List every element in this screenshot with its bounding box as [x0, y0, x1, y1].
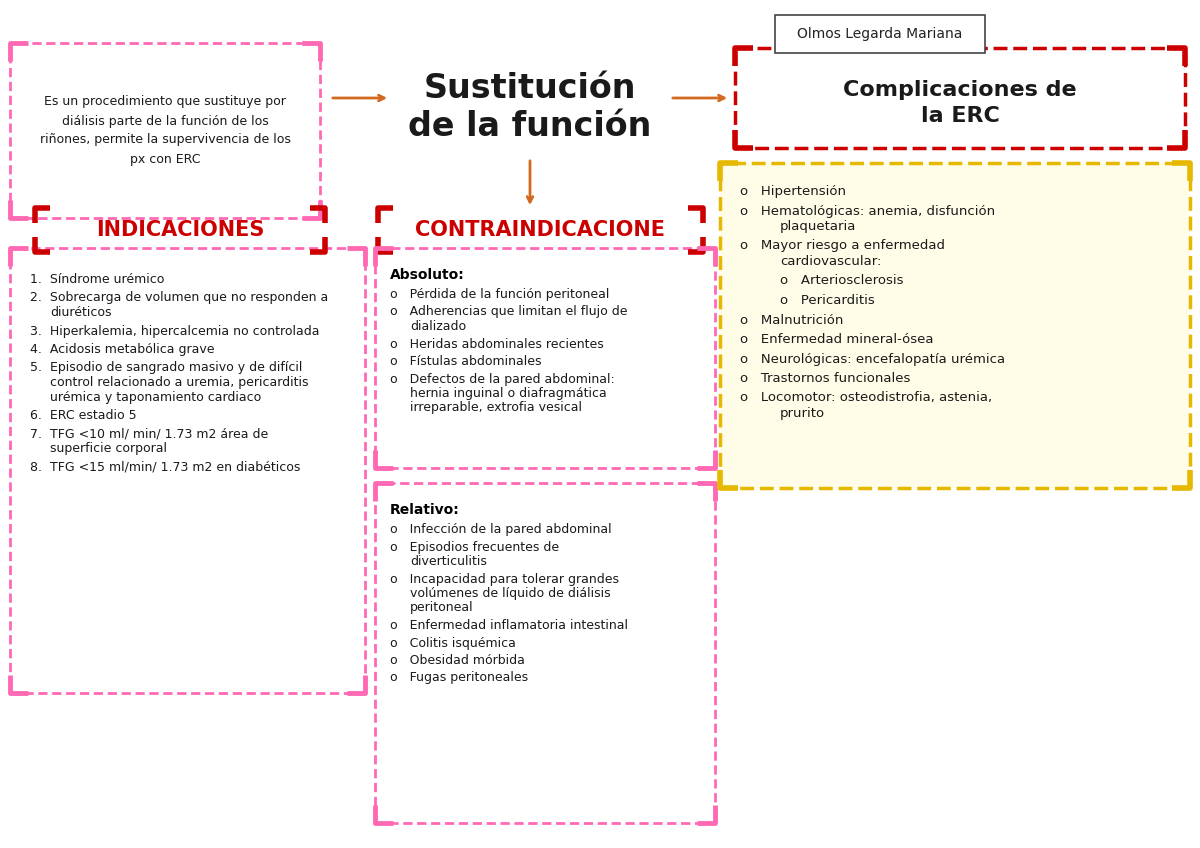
Text: o   Obesidad mórbida: o Obesidad mórbida: [390, 654, 524, 667]
Text: o   Incapacidad para tolerar grandes: o Incapacidad para tolerar grandes: [390, 572, 619, 585]
Text: control relacionado a uremia, pericarditis: control relacionado a uremia, pericardit…: [50, 376, 308, 389]
Text: la ERC: la ERC: [920, 106, 1000, 126]
Text: o   Arteriosclerosis: o Arteriosclerosis: [780, 275, 904, 287]
Text: Absoluto:: Absoluto:: [390, 268, 464, 282]
Text: plaquetaria: plaquetaria: [780, 220, 857, 233]
Text: INDICACIONES: INDICACIONES: [96, 220, 264, 240]
Text: 4.  Acidosis metabólica grave: 4. Acidosis metabólica grave: [30, 343, 215, 356]
Bar: [775, 15, 985, 53]
Text: o   Hematológicas: anemia, disfunción: o Hematológicas: anemia, disfunción: [740, 204, 995, 217]
Text: prurito: prurito: [780, 407, 826, 420]
Text: volúmenes de líquido de diálisis: volúmenes de líquido de diálisis: [410, 587, 611, 600]
Text: 8.  TFG <15 ml/min/ 1.73 m2 en diabéticos: 8. TFG <15 ml/min/ 1.73 m2 en diabéticos: [30, 460, 300, 473]
Text: superficie corporal: superficie corporal: [50, 442, 167, 455]
Text: peritoneal: peritoneal: [410, 601, 474, 615]
Text: o   Pericarditis: o Pericarditis: [780, 294, 875, 307]
Text: o   Trastornos funcionales: o Trastornos funcionales: [740, 372, 911, 385]
Text: o   Heridas abdominales recientes: o Heridas abdominales recientes: [390, 338, 604, 350]
Text: Complicaciones de: Complicaciones de: [844, 80, 1076, 100]
Text: CONTRAINDICACIONE: CONTRAINDICACIONE: [415, 220, 665, 240]
Text: o   Colitis isquémica: o Colitis isquémica: [390, 637, 516, 650]
Text: diuréticos: diuréticos: [50, 306, 112, 319]
Text: irreparable, extrofia vesical: irreparable, extrofia vesical: [410, 401, 582, 415]
Text: o   Locomotor: osteodistrofia, astenia,: o Locomotor: osteodistrofia, astenia,: [740, 392, 992, 404]
Text: o   Enfermedad mineral-ósea: o Enfermedad mineral-ósea: [740, 333, 934, 346]
Text: o   Episodios frecuentes de: o Episodios frecuentes de: [390, 540, 559, 554]
Text: 2.  Sobrecarga de volumen que no responden a: 2. Sobrecarga de volumen que no responde…: [30, 292, 329, 304]
Text: diverticulitis: diverticulitis: [410, 555, 487, 568]
Text: cardiovascular:: cardiovascular:: [780, 255, 881, 268]
Text: o   Pérdida de la función peritoneal: o Pérdida de la función peritoneal: [390, 288, 610, 301]
Text: hernia inguinal o diafragmática: hernia inguinal o diafragmática: [410, 387, 607, 400]
Text: o   Fístulas abdominales: o Fístulas abdominales: [390, 355, 541, 368]
Text: o   Enfermedad inflamatoria intestinal: o Enfermedad inflamatoria intestinal: [390, 619, 628, 632]
Text: Relativo:: Relativo:: [390, 503, 460, 517]
Text: dializado: dializado: [410, 320, 466, 333]
Text: o   Adherencias que limitan el flujo de: o Adherencias que limitan el flujo de: [390, 305, 628, 319]
Text: 6.  ERC estadio 5: 6. ERC estadio 5: [30, 409, 137, 422]
Text: Olmos Legarda Mariana: Olmos Legarda Mariana: [797, 27, 962, 41]
Text: 5.  Episodio de sangrado masivo y de difícil: 5. Episodio de sangrado masivo y de difí…: [30, 361, 302, 375]
Text: Es un procedimiento que sustituye por
diálisis parte de la función de los
riñone: Es un procedimiento que sustituye por di…: [40, 96, 290, 165]
Text: Sustitución: Sustitución: [424, 71, 636, 104]
Text: 1.  Síndrome urémico: 1. Síndrome urémico: [30, 273, 164, 286]
Text: o   Fugas peritoneales: o Fugas peritoneales: [390, 672, 528, 684]
Text: o   Malnutrición: o Malnutrición: [740, 314, 844, 326]
Text: o   Mayor riesgo a enfermedad: o Mayor riesgo a enfermedad: [740, 239, 946, 253]
Text: o   Defectos de la pared abdominal:: o Defectos de la pared abdominal:: [390, 372, 614, 386]
Text: urémica y taponamiento cardiaco: urémica y taponamiento cardiaco: [50, 390, 262, 404]
Text: 3.  Hiperkalemia, hipercalcemia no controlada: 3. Hiperkalemia, hipercalcemia no contro…: [30, 325, 319, 338]
Text: o   Hipertensión: o Hipertensión: [740, 185, 846, 198]
Text: de la función: de la función: [408, 109, 652, 142]
Bar: [720, 163, 1190, 488]
Text: o   Infección de la pared abdominal: o Infección de la pared abdominal: [390, 523, 612, 536]
Text: 7.  TFG <10 ml/ min/ 1.73 m2 área de: 7. TFG <10 ml/ min/ 1.73 m2 área de: [30, 427, 269, 440]
Text: o   Neurológicas: encefalopatía urémica: o Neurológicas: encefalopatía urémica: [740, 353, 1006, 365]
